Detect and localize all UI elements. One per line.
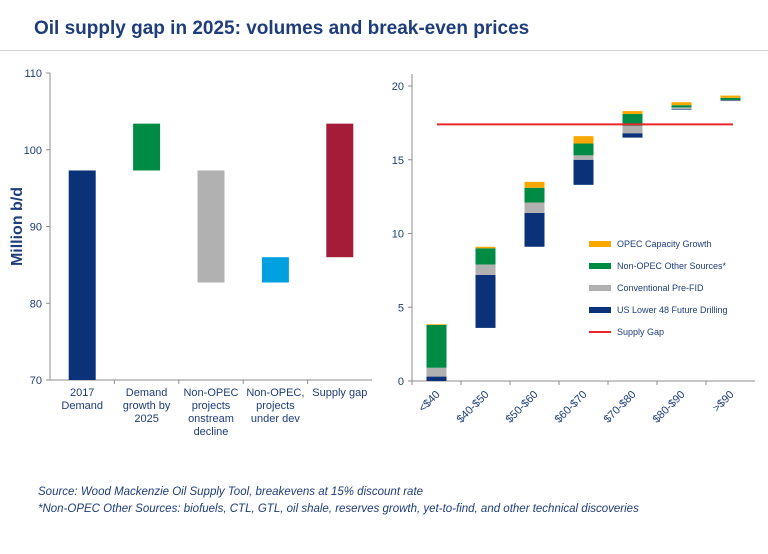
stacked-bar-segment bbox=[573, 159, 594, 185]
left-y-axis-label: Million b/d bbox=[9, 187, 26, 266]
category-label-line: projects bbox=[256, 400, 295, 412]
stacked-bar-segment bbox=[720, 100, 741, 101]
left-y-tick-label: 70 bbox=[30, 375, 42, 387]
waterfall-bar bbox=[197, 170, 225, 283]
right-y-tick-label: 20 bbox=[392, 81, 404, 93]
stacked-bar-segment bbox=[475, 248, 496, 265]
category-label-line: 2017 bbox=[70, 387, 94, 399]
right-y-tick-label: 5 bbox=[398, 302, 404, 314]
legend-swatch bbox=[589, 285, 611, 291]
category-label-line: onstream bbox=[188, 413, 234, 425]
stacked-bar-segment bbox=[720, 95, 741, 98]
right-category-label: <$40 bbox=[417, 389, 443, 415]
legend-entry-label: OPEC Capacity Growth bbox=[617, 239, 712, 249]
legend-swatch bbox=[589, 241, 611, 247]
stacked-bar-segment bbox=[622, 133, 643, 138]
source-note: Source: Wood Mackenzie Oil Supply Tool, … bbox=[38, 484, 639, 518]
category-label-line: 2025 bbox=[134, 413, 158, 425]
stacked-bar-segment bbox=[475, 246, 496, 249]
stacked-bar-segment bbox=[475, 264, 496, 275]
right-category-label: $80-$90 bbox=[651, 389, 688, 426]
stacked-bar-segment bbox=[524, 181, 545, 188]
waterfall-bar bbox=[133, 123, 161, 171]
stacked-bar-segment bbox=[573, 143, 594, 156]
category-label-line: Demand bbox=[61, 400, 103, 412]
page-title: Oil supply gap in 2025: volumes and brea… bbox=[34, 18, 530, 39]
right-y-tick-label: 0 bbox=[398, 376, 404, 388]
stacked-bar-segment bbox=[475, 274, 496, 328]
stacked-bar-segment bbox=[671, 105, 692, 108]
left-y-tick-label: 110 bbox=[24, 68, 42, 80]
legend-swatch bbox=[589, 307, 611, 313]
stacked-bar-segment bbox=[573, 155, 594, 160]
category-label-line: projects bbox=[192, 400, 231, 412]
stacked-bar-segment bbox=[426, 324, 447, 325]
stacked-bar-segment bbox=[524, 212, 545, 247]
right-category-label: $70-$80 bbox=[602, 389, 639, 426]
right-category-label: $60-$70 bbox=[553, 389, 590, 426]
left-category-label: 2017 Demand bbox=[61, 387, 103, 412]
stacked-bar-segment bbox=[622, 125, 643, 134]
stacked-bar-segment bbox=[671, 108, 692, 110]
legend-entry-label: Conventional Pre-FID bbox=[617, 283, 704, 293]
category-label-line: Supply gap bbox=[312, 387, 367, 399]
stacked-bar-segment bbox=[573, 136, 594, 144]
left-y-tick-label: 90 bbox=[30, 222, 42, 234]
right-y-tick-label: 15 bbox=[392, 155, 404, 167]
right-y-tick-label: 10 bbox=[392, 229, 404, 241]
stacked-bar-segment bbox=[426, 324, 447, 368]
category-label-line: growth by bbox=[123, 400, 171, 412]
waterfall-bar bbox=[326, 123, 354, 258]
stacked-bar-segment bbox=[622, 114, 643, 126]
right-category-label: $40-$50 bbox=[455, 389, 492, 426]
waterfall-bar bbox=[68, 170, 96, 380]
left-y-tick-label: 100 bbox=[24, 145, 42, 157]
category-label-line: Non-OPEC bbox=[183, 387, 238, 399]
stacked-bar-segment bbox=[426, 376, 447, 381]
right-category-label: >$90 bbox=[711, 389, 737, 415]
footnote-line: *Non-OPEC Other Sources: biofuels, CTL, … bbox=[38, 503, 639, 515]
legend-entry-label: US Lower 48 Future Drilling bbox=[617, 305, 728, 315]
left-y-tick-label: 80 bbox=[30, 298, 42, 310]
right-category-label: $50-$60 bbox=[504, 389, 541, 426]
legend-entry-label: Supply Gap bbox=[617, 327, 664, 337]
source-line: Source: Wood Mackenzie Oil Supply Tool, … bbox=[38, 486, 424, 498]
left-category-label: Non-OPEC, projects under dev bbox=[246, 387, 304, 425]
left-category-label: Non-OPEC projects onstream decline bbox=[183, 387, 238, 438]
category-label-line: Non-OPEC, bbox=[246, 387, 304, 399]
stacked-bar-segment bbox=[524, 187, 545, 203]
stacked-bar-segment bbox=[426, 367, 447, 377]
category-label-line: decline bbox=[194, 426, 229, 438]
stacked-bar-segment bbox=[720, 97, 741, 101]
left-category-label: Demand growth by 2025 bbox=[123, 387, 171, 425]
stacked-bar-segment bbox=[524, 202, 545, 213]
breakeven-chart: 0 5 10 15 20 <$40 $40-$50 $50-$60 $60-$70 $70-$80… bbox=[392, 74, 755, 426]
legend-swatch bbox=[589, 263, 611, 269]
waterfall-bar bbox=[261, 257, 289, 283]
legend-entry-label: Non-OPEC Other Sources* bbox=[617, 261, 727, 271]
stacked-bar-segment bbox=[671, 107, 692, 109]
category-label-line: Demand bbox=[126, 387, 168, 399]
stacked-bar-segment bbox=[720, 100, 741, 102]
category-label-line: under dev bbox=[251, 413, 300, 425]
left-category-label: Supply gap bbox=[312, 387, 367, 399]
stacked-bar-segment bbox=[671, 102, 692, 106]
stacked-bar-segment bbox=[622, 111, 643, 115]
title-divider bbox=[0, 50, 768, 51]
